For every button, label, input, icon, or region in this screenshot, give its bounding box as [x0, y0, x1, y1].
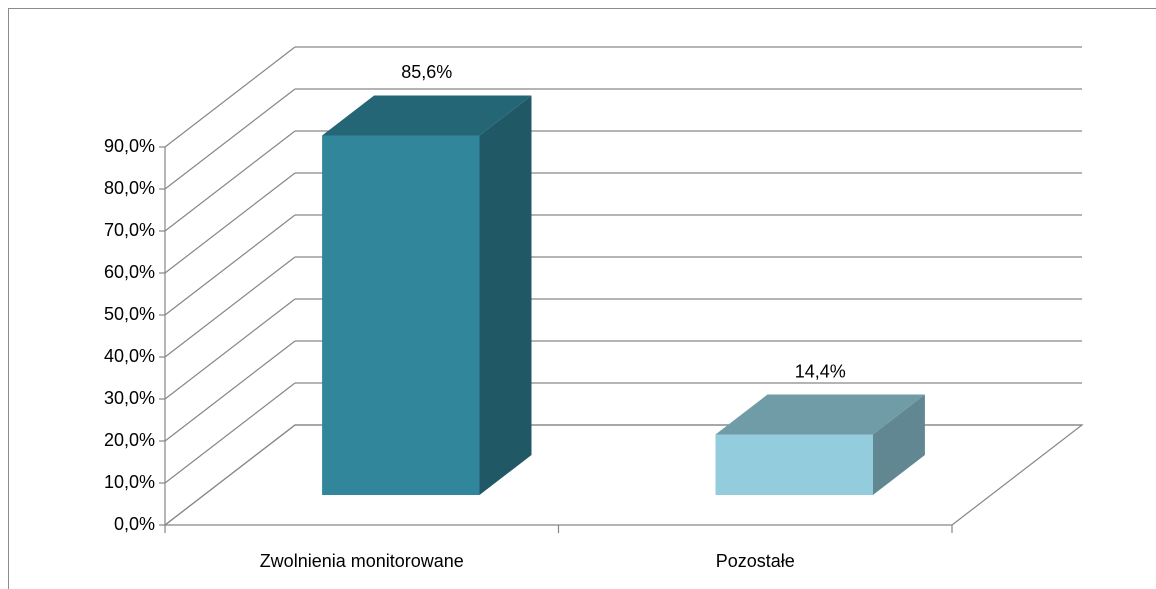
y-tick-label: 10,0%: [104, 472, 155, 492]
y-tick-label: 30,0%: [104, 388, 155, 408]
bar-top: [322, 95, 532, 136]
side-grid-line: [164, 88, 296, 190]
side-grid-line: [164, 382, 296, 484]
x-tick-label: Zwolnienia monitorowane: [260, 551, 464, 571]
side-grid-line: [164, 46, 296, 148]
y-tick-label: 20,0%: [104, 430, 155, 450]
side-grid-line: [164, 214, 296, 316]
bar-top: [715, 394, 925, 435]
data-label: 85,6%: [401, 62, 452, 82]
side-grid-line: [164, 256, 296, 358]
y-tick-label: 40,0%: [104, 346, 155, 366]
bar-front: [715, 434, 873, 495]
y-tick-label: 0,0%: [114, 514, 155, 534]
side-grid-line: [164, 298, 296, 400]
y-tick-label: 90,0%: [104, 136, 155, 156]
bar-front: [322, 135, 480, 495]
side-grid-line: [164, 130, 296, 232]
side-grid-line: [164, 424, 296, 526]
bar-side: [479, 95, 532, 495]
y-tick-label: 70,0%: [104, 220, 155, 240]
data-label: 14,4%: [795, 361, 846, 381]
side-grid-line: [164, 172, 296, 274]
x-tick-label: Pozostałe: [716, 551, 795, 571]
side-grid-line: [164, 340, 296, 442]
bar-side: [872, 394, 925, 495]
y-tick-label: 60,0%: [104, 262, 155, 282]
y-tick-label: 50,0%: [104, 304, 155, 324]
y-tick-label: 80,0%: [104, 178, 155, 198]
